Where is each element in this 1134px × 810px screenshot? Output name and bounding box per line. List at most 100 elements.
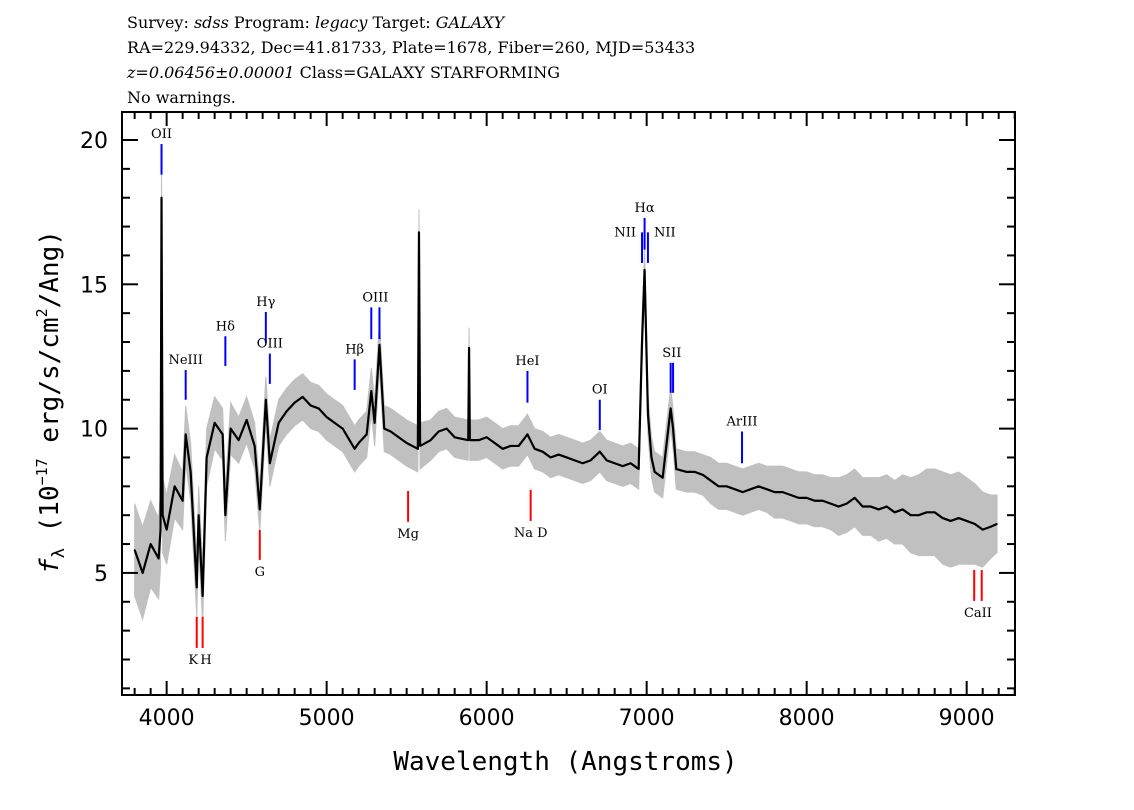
flux-point bbox=[398, 436, 400, 438]
flux-point bbox=[142, 572, 144, 574]
line-marker-label: NII bbox=[614, 225, 636, 240]
flux-point bbox=[822, 500, 824, 502]
flux-point bbox=[469, 439, 471, 441]
flux-point bbox=[870, 505, 872, 508]
flux-point bbox=[582, 462, 584, 464]
flux-point bbox=[196, 586, 198, 588]
flux-point bbox=[774, 491, 776, 493]
line-marker-label: HeI bbox=[515, 354, 539, 369]
flux-point bbox=[502, 448, 504, 450]
program-label: Program: bbox=[228, 13, 316, 32]
flux-point bbox=[430, 439, 432, 441]
y-axis-title-part: f bbox=[35, 558, 65, 574]
y-axis-title-part: 2 bbox=[33, 308, 51, 317]
flux-point bbox=[886, 505, 888, 508]
flux-point bbox=[534, 448, 536, 450]
flux-point bbox=[254, 445, 256, 447]
flux-point bbox=[542, 451, 544, 453]
flux-point bbox=[982, 529, 984, 531]
y-axis-title-part: /Ang) bbox=[35, 230, 65, 308]
target-value: GALAXY bbox=[435, 13, 505, 32]
line-marker-mg: Mg bbox=[397, 490, 419, 542]
flux-point bbox=[918, 514, 920, 516]
line-marker-label: NII bbox=[654, 225, 676, 240]
flux-point bbox=[958, 517, 960, 519]
flux-point bbox=[966, 520, 968, 522]
flux-point bbox=[222, 433, 224, 435]
x-tick-label: 5000 bbox=[299, 706, 355, 731]
line-marker-label: CaII bbox=[964, 606, 992, 621]
flux-point bbox=[641, 341, 643, 343]
flux-point bbox=[326, 416, 328, 418]
flux-point bbox=[406, 442, 408, 444]
x-tick-label: 7000 bbox=[619, 706, 675, 731]
flux-point bbox=[238, 439, 240, 441]
line-marker-nad: Na D bbox=[514, 489, 548, 541]
flux-point bbox=[286, 410, 288, 412]
flux-point bbox=[185, 433, 187, 435]
line-marker-oiii: OIII bbox=[257, 337, 283, 384]
flux-point bbox=[974, 523, 976, 525]
class-value: Class=GALAXY STARFORMING bbox=[294, 63, 561, 82]
flux-point bbox=[259, 508, 261, 511]
line-marker-oiii: OIII bbox=[362, 290, 388, 340]
flux-point bbox=[590, 459, 592, 461]
flux-point bbox=[454, 436, 456, 438]
flux-point bbox=[224, 514, 226, 516]
line-marker-hei: HeI bbox=[515, 354, 540, 403]
flux-point bbox=[942, 517, 944, 519]
x-tick-label: 8000 bbox=[779, 706, 835, 731]
program-value: legacy bbox=[315, 13, 368, 32]
flux-point bbox=[686, 471, 688, 473]
flux-point bbox=[726, 485, 728, 487]
flux-point bbox=[650, 456, 653, 459]
flux-point bbox=[718, 485, 720, 487]
line-marker-oii: OII bbox=[151, 127, 172, 175]
flux-point bbox=[854, 497, 856, 499]
flux-point bbox=[675, 468, 677, 470]
line-marker-label: G bbox=[255, 565, 265, 580]
flux-point bbox=[510, 445, 512, 447]
flux-point bbox=[302, 396, 304, 398]
flux-point bbox=[742, 491, 744, 493]
plot-frame bbox=[121, 111, 1016, 696]
flux-point bbox=[830, 503, 832, 505]
y-axis-title-part: −17 bbox=[33, 458, 51, 485]
flux-point bbox=[606, 459, 608, 461]
flux-point bbox=[518, 445, 520, 447]
line-marker-g: G bbox=[255, 529, 265, 580]
flux-point bbox=[342, 428, 344, 430]
flux-point bbox=[417, 448, 419, 450]
flux-point bbox=[710, 479, 712, 482]
line-marker-ariii: ArIII bbox=[726, 414, 758, 464]
flux-point bbox=[838, 505, 840, 508]
flux-point bbox=[158, 557, 160, 560]
x-tick-label: 4000 bbox=[139, 706, 195, 731]
flux-point bbox=[390, 430, 392, 433]
flux-point bbox=[269, 462, 271, 464]
line-marker-label: K bbox=[188, 653, 198, 668]
flux-point bbox=[734, 488, 736, 490]
line-marker-oi: OI bbox=[592, 383, 608, 431]
y-tick-label: 20 bbox=[80, 129, 108, 154]
flux-point bbox=[334, 422, 336, 424]
line-marker-label: OI bbox=[592, 383, 608, 398]
header-line-warnings: No warnings. bbox=[127, 88, 236, 107]
flux-point bbox=[934, 511, 936, 513]
flux-point bbox=[766, 488, 768, 490]
flux-point bbox=[574, 459, 576, 461]
flux-point bbox=[214, 422, 216, 424]
flux-point bbox=[366, 433, 368, 435]
redshift-value: z=0.06456±0.00001 bbox=[127, 63, 295, 82]
line-marker-caii: CaII bbox=[964, 570, 992, 621]
line-marker-k: K bbox=[188, 616, 198, 668]
flux-point bbox=[672, 428, 674, 430]
flux-point bbox=[694, 471, 696, 473]
flux-point bbox=[806, 497, 808, 499]
y-tick-label: 5 bbox=[94, 562, 108, 587]
flux-point bbox=[643, 269, 646, 271]
flux-point bbox=[467, 439, 469, 441]
flux-point bbox=[318, 407, 320, 410]
flux-point bbox=[478, 439, 480, 441]
